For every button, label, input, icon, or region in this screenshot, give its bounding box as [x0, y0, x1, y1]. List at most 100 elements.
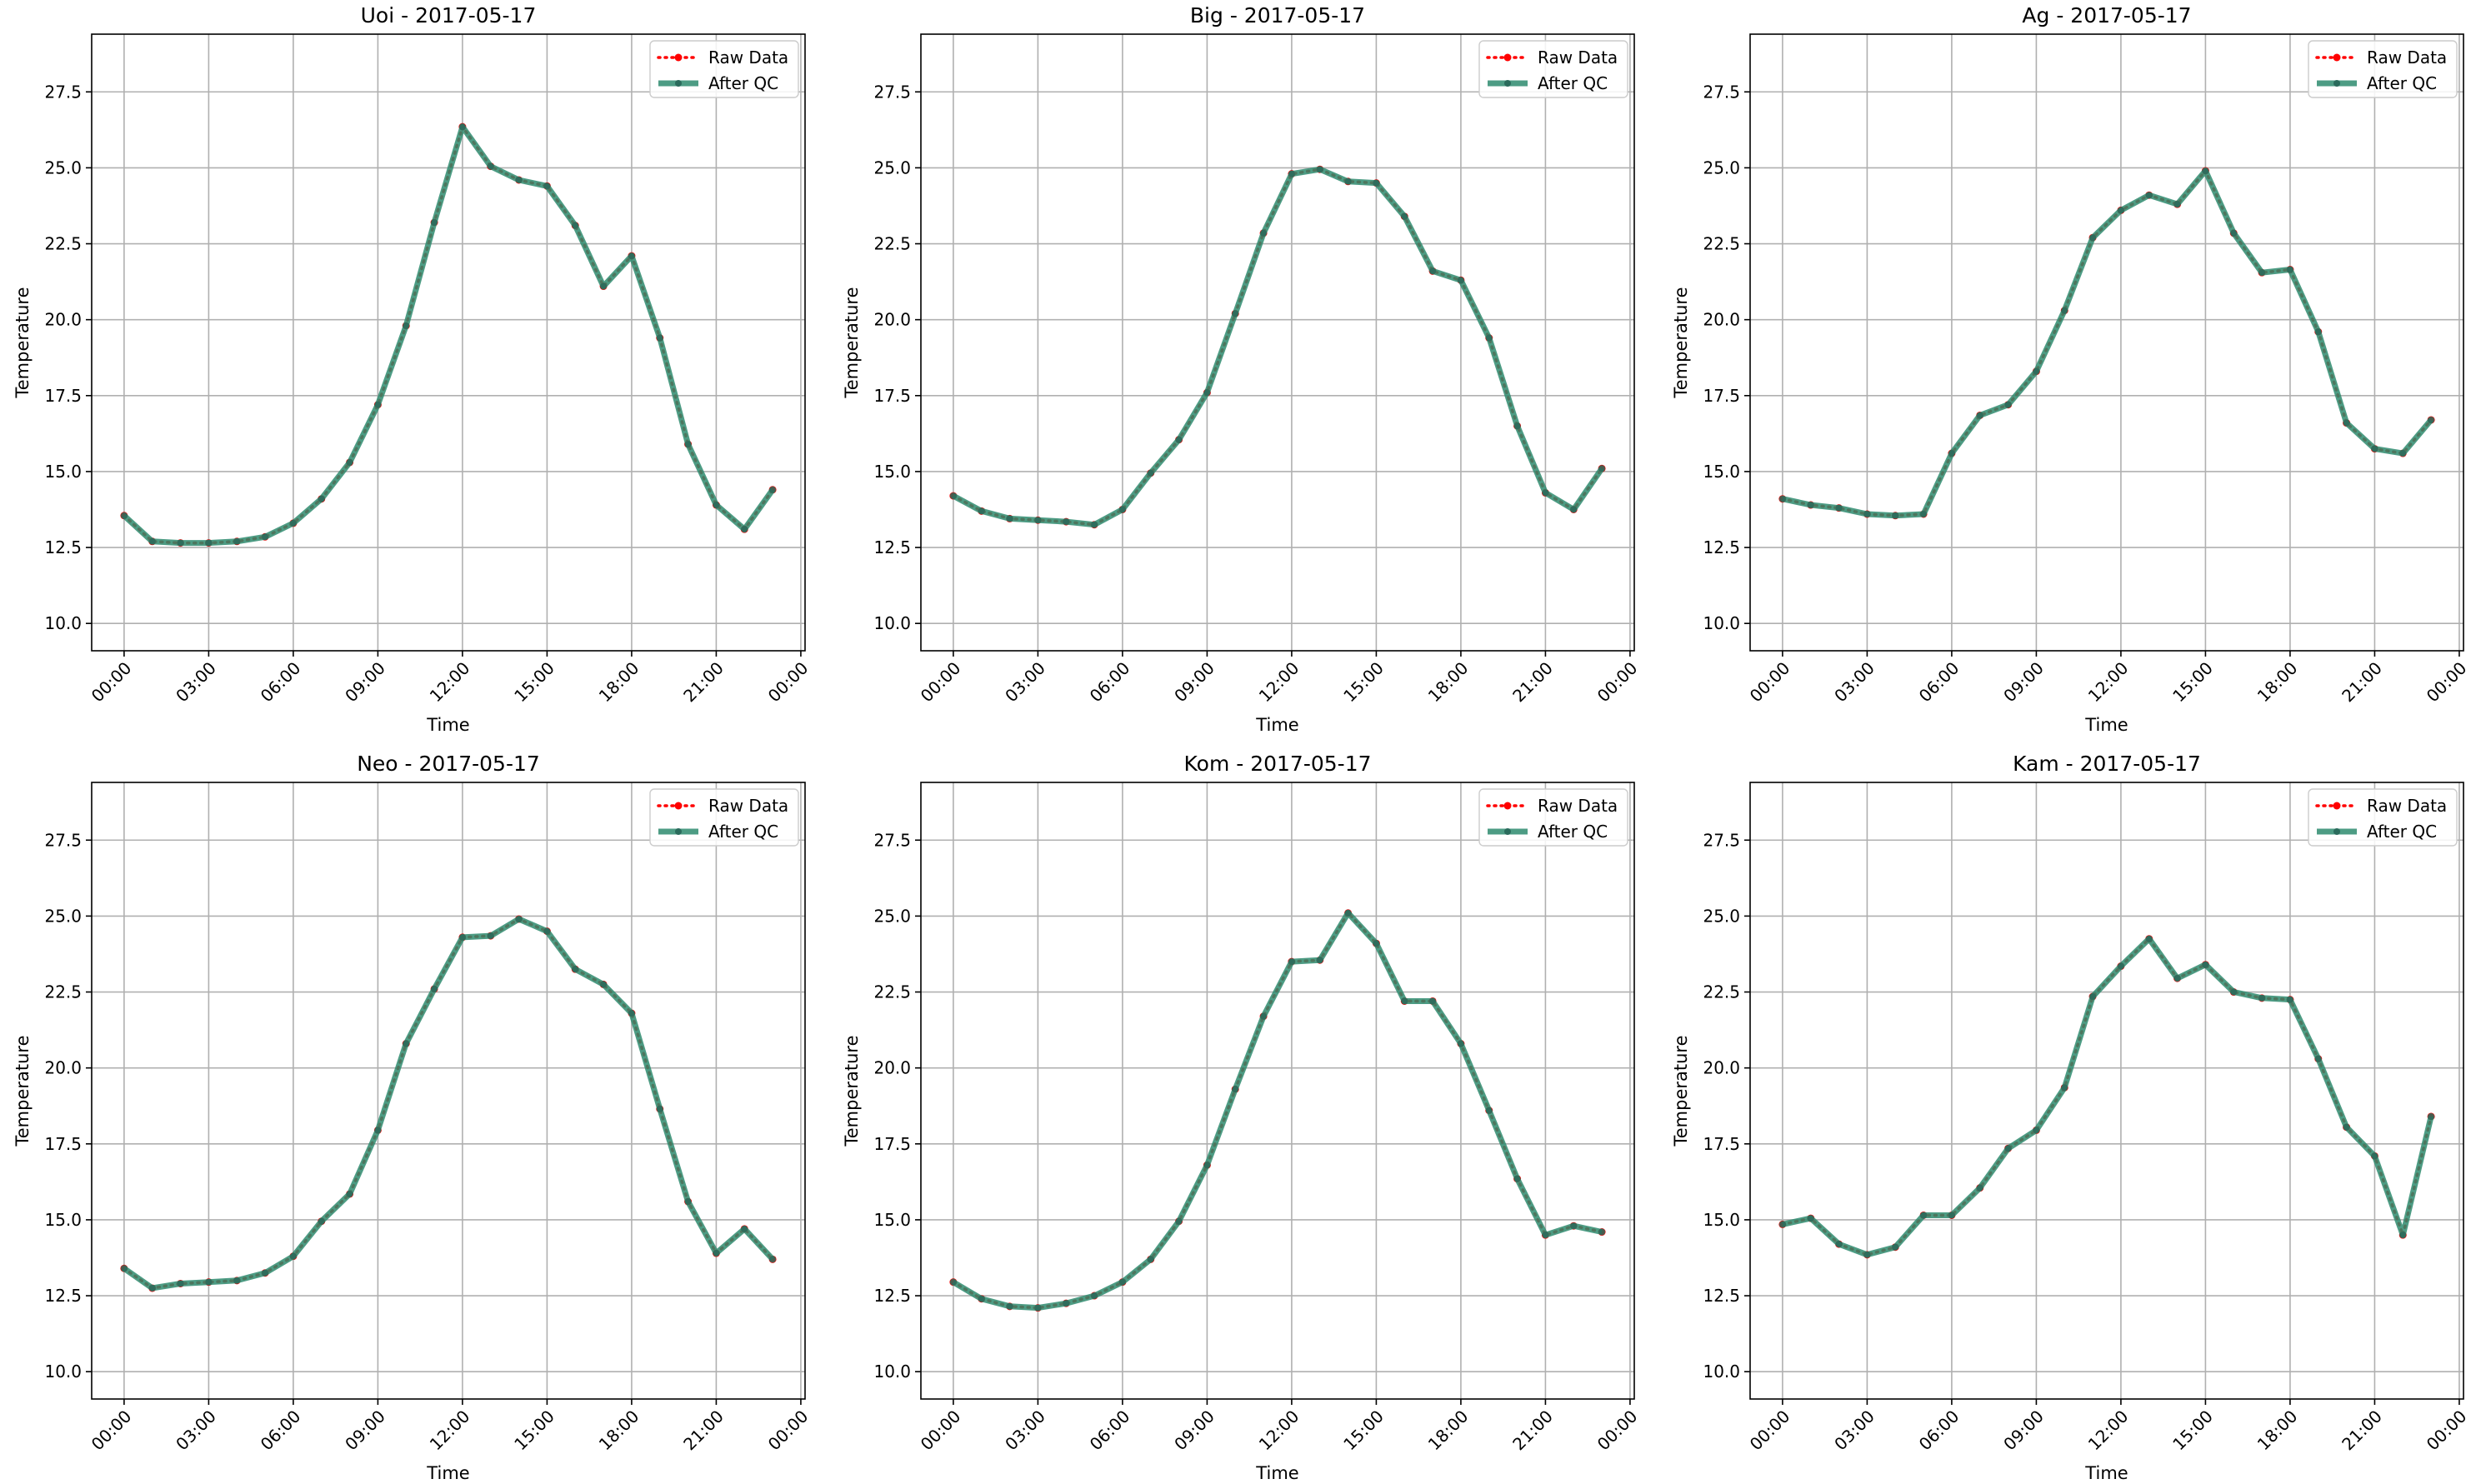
legend-marker [1504, 828, 1511, 835]
x-tick-label: 00:00 [88, 658, 136, 707]
data-point [233, 1277, 241, 1284]
x-tick-label: 15:00 [1339, 1407, 1388, 1455]
x-axis-label: Time [2084, 1463, 2128, 1483]
data-point [1807, 502, 1814, 509]
data-point [2173, 975, 2181, 982]
data-point [1429, 267, 1437, 275]
data-point [289, 519, 297, 527]
data-point [1288, 958, 1295, 966]
legend-label: Raw Data [1538, 47, 1618, 67]
data-point [1835, 504, 1843, 512]
data-point [1542, 489, 1549, 497]
data-point [148, 537, 156, 545]
data-point [2399, 1232, 2407, 1239]
axes-frame [91, 782, 806, 1400]
x-tick-label: 00:00 [917, 1407, 965, 1455]
data-point [1920, 510, 1928, 517]
data-point [318, 495, 325, 502]
x-tick-label: 21:00 [1508, 658, 1557, 707]
x-tick-label: 00:00 [88, 1407, 136, 1455]
data-point [233, 537, 241, 545]
data-point [1457, 1040, 1464, 1047]
data-point [1203, 389, 1211, 397]
data-point [1260, 1012, 1268, 1020]
legend-marker [675, 80, 682, 87]
data-point [1373, 940, 1380, 947]
data-point [2371, 1152, 2378, 1160]
data-point [1316, 166, 1323, 173]
legend: Raw Data After QC [1478, 788, 1628, 847]
data-point [2314, 328, 2322, 336]
series-line-1 [1782, 167, 2433, 519]
y-tick-label: 12.5 [44, 537, 82, 557]
legend-label: After QC [2367, 822, 2437, 842]
data-point [2061, 307, 2068, 314]
series-line-0 [123, 917, 774, 1290]
y-axis-label: Temperature [1671, 1035, 1691, 1147]
x-tick-label: 15:00 [510, 1407, 558, 1455]
legend-label: After QC [1538, 73, 1608, 93]
data-point [2004, 401, 2012, 408]
data-point [1920, 1212, 1928, 1219]
y-tick-label: 15.0 [1703, 462, 1740, 482]
y-tick-label: 17.5 [873, 386, 911, 406]
x-tick-label: 00:00 [764, 658, 813, 707]
data-point [769, 1256, 777, 1263]
data-point [1063, 1300, 1070, 1307]
axes-frame [920, 782, 1635, 1400]
x-tick-label: 15:00 [2168, 1407, 2217, 1455]
y-tick-label: 17.5 [44, 386, 82, 406]
x-axis-label: Time [426, 715, 469, 735]
data-point [600, 282, 608, 290]
y-tick-label: 22.5 [873, 982, 911, 1002]
data-point [1401, 212, 1408, 220]
data-point [2343, 1123, 2350, 1131]
x-tick-label: 00:00 [1746, 658, 1794, 707]
x-tick-label: 12:00 [1255, 658, 1303, 707]
y-tick-label: 25.0 [1703, 157, 1740, 177]
x-tick-label: 12:00 [2084, 658, 2133, 707]
data-point [978, 507, 985, 515]
x-tick-label: 15:00 [510, 658, 558, 707]
data-point [741, 1225, 748, 1232]
x-tick-label: 18:00 [2253, 1407, 2302, 1455]
data-point [1863, 510, 1871, 517]
series-line-1 [122, 123, 775, 547]
legend-marker [1503, 53, 1512, 62]
legend-label: Raw Data [708, 47, 788, 67]
x-tick-label: 06:00 [1086, 658, 1134, 707]
y-tick-label: 10.0 [44, 613, 82, 633]
legend-label: After QC [2367, 73, 2437, 93]
data-point [262, 533, 269, 541]
data-point [656, 1105, 663, 1112]
y-tick-label: 22.5 [873, 234, 911, 254]
chart-title: Ag - 2017-05-17 [2022, 3, 2191, 27]
data-point [374, 401, 382, 408]
data-point [403, 1040, 410, 1047]
y-tick-label: 10.0 [44, 1362, 82, 1382]
chart-title: Neo - 2017-05-17 [357, 752, 540, 776]
data-point [1063, 518, 1070, 526]
data-point [2371, 445, 2378, 452]
x-tick-label: 09:00 [1170, 1407, 1218, 1455]
x-tick-label: 00:00 [2423, 1407, 2471, 1455]
data-point [2173, 201, 2181, 208]
x-tick-label: 15:00 [1339, 658, 1388, 707]
data-point [1429, 997, 1437, 1005]
x-tick-label: 21:00 [1508, 1407, 1557, 1455]
y-tick-label: 27.5 [873, 830, 911, 850]
y-tick-label: 20.0 [1703, 1058, 1740, 1078]
chart-title: Uoi - 2017-05-17 [361, 3, 537, 27]
data-point [600, 981, 608, 988]
data-point [431, 219, 438, 227]
data-point [684, 441, 692, 448]
data-point [1373, 179, 1380, 187]
x-tick-label: 03:00 [1001, 1407, 1049, 1455]
data-point [1513, 422, 1521, 430]
y-axis-label: Temperature [842, 287, 862, 398]
data-point [2286, 266, 2293, 273]
subplot-5: 10.0 12.5 15.0 17.5 20.0 22.5 25.0 27.5 00:00 03:… [1671, 752, 2470, 1483]
data-point [2258, 269, 2266, 277]
x-tick-label: 09:00 [1999, 658, 2048, 707]
y-tick-label: 12.5 [1703, 1286, 1740, 1306]
